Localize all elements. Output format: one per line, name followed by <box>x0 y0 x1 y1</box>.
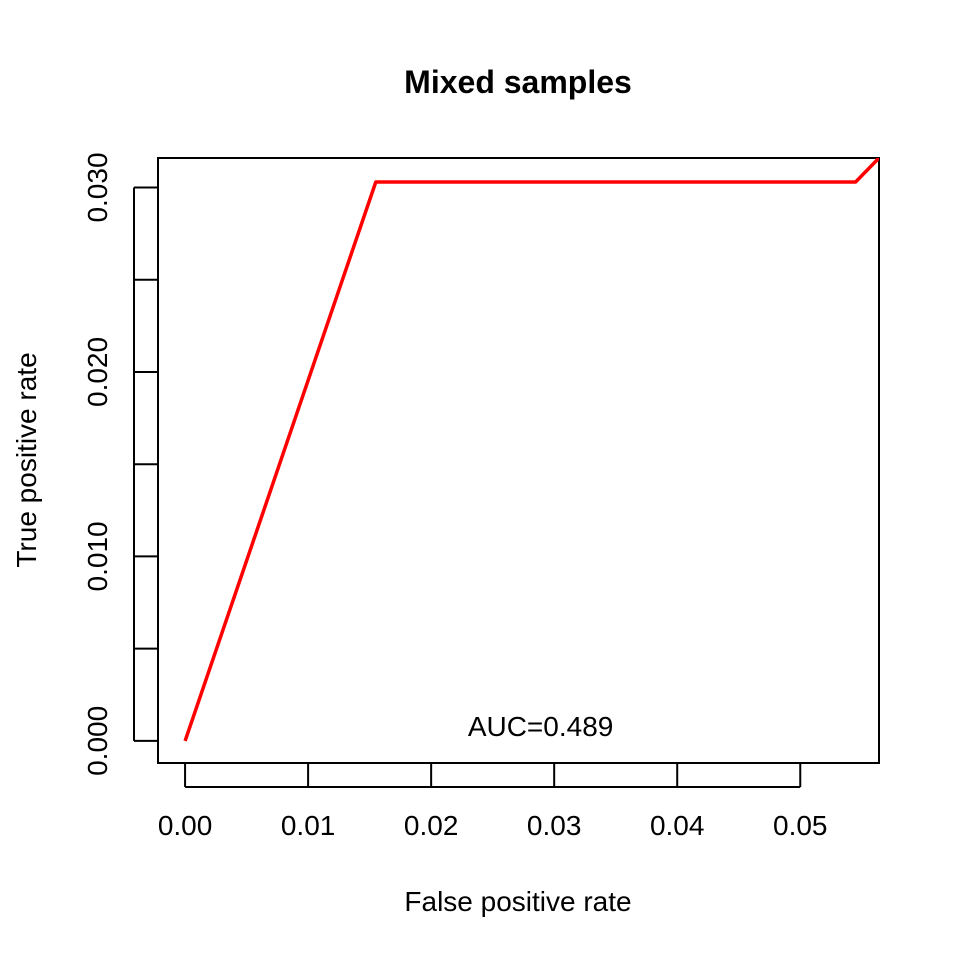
roc-curve <box>183 158 879 742</box>
x-axis-label: False positive rate <box>404 886 631 917</box>
x-axis: 0.00 0.01 0.02 0.03 0.04 0.05 <box>158 763 828 841</box>
chart-title: Mixed samples <box>404 64 632 100</box>
x-tick-label: 0.01 <box>281 810 336 841</box>
x-tick-label: 0.03 <box>527 810 582 841</box>
y-tick-label: 0.020 <box>82 337 113 407</box>
series-layer <box>183 158 879 742</box>
y-tick-label: 0.030 <box>82 152 113 222</box>
y-tick-label: 0.010 <box>82 521 113 591</box>
y-axis: 0.000 0.010 0.020 0.030 <box>82 152 158 776</box>
x-tick-label: 0.02 <box>404 810 459 841</box>
x-tick-label: 0.05 <box>773 810 828 841</box>
x-tick-label: 0.04 <box>650 810 705 841</box>
y-axis-label: True positive rate <box>11 352 42 567</box>
y-tick-label: 0.000 <box>82 706 113 776</box>
plot-frame <box>157 157 880 764</box>
x-tick-label: 0.00 <box>158 810 213 841</box>
auc-annotation: AUC=0.489 <box>468 711 614 742</box>
